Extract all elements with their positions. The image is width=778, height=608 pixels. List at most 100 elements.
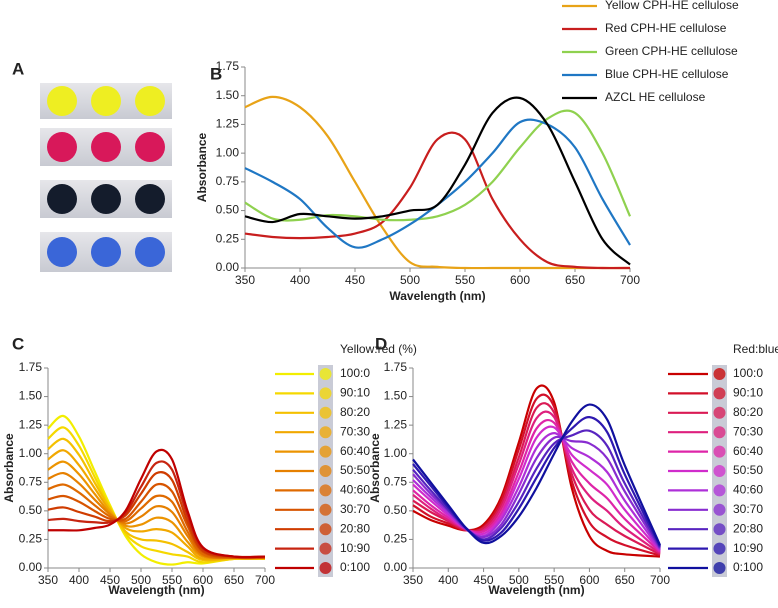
x-tick-label: 400 <box>69 573 89 587</box>
legend-label: 60:40 <box>733 444 763 458</box>
y-tick-label: 0.25 <box>384 532 408 546</box>
x-tick-label: 550 <box>544 573 564 587</box>
legend-well <box>319 503 332 516</box>
series-line <box>412 410 661 555</box>
x-tick-label: 500 <box>131 573 151 587</box>
legend-well <box>319 523 332 536</box>
y-tick-label: 1.50 <box>19 389 43 403</box>
x-tick-label: 700 <box>620 273 640 287</box>
y-tick-label: 1.75 <box>19 360 43 374</box>
legend-well <box>319 542 332 555</box>
series-line <box>244 95 630 270</box>
legend-well <box>713 465 726 477</box>
legend-label: 90:10 <box>340 386 370 400</box>
legend-label: 50:50 <box>340 463 370 477</box>
legend-label: 80:20 <box>733 405 763 419</box>
legend-well <box>713 484 726 497</box>
series-line <box>47 460 266 560</box>
x-tick-label: 600 <box>510 273 530 287</box>
legend-label: 40:60 <box>733 483 763 497</box>
y-tick-label: 0.00 <box>19 560 43 574</box>
y-tick-label: 0.50 <box>19 503 43 517</box>
legend-label: 10:90 <box>340 541 370 555</box>
y-tick-label: 0.25 <box>19 532 43 546</box>
y-tick-label: 0.75 <box>19 474 43 488</box>
legend-label: 50:50 <box>733 463 763 477</box>
x-tick-label: 550 <box>162 573 182 587</box>
series-line <box>412 403 662 546</box>
x-tick-label: 550 <box>455 273 475 287</box>
series-line <box>412 393 661 557</box>
series-line <box>47 426 266 564</box>
legend-well <box>319 445 332 458</box>
y-tick-label: 1.75 <box>384 360 408 374</box>
x-tick-label: 400 <box>438 573 458 587</box>
series-line <box>47 449 266 561</box>
legend-label: 0:100 <box>340 560 370 574</box>
legend-well <box>713 523 726 536</box>
x-tick-label: 700 <box>650 573 670 587</box>
x-tick-label: 600 <box>193 573 213 587</box>
y-tick-label: 1.00 <box>384 446 408 460</box>
legend-label: 30:70 <box>733 502 763 516</box>
series-line <box>47 472 266 559</box>
legend-title: Yellow:red (%) <box>340 342 417 356</box>
x-tick-label: 350 <box>403 573 423 587</box>
series-line <box>412 416 661 547</box>
legend-well <box>319 426 332 439</box>
y-tick-label: 0.75 <box>216 174 240 188</box>
y-tick-label: 0.00 <box>384 560 408 574</box>
series-line <box>47 471 266 559</box>
x-tick-label: 650 <box>565 273 585 287</box>
y-tick-label: 1.25 <box>19 417 43 431</box>
series-line <box>412 425 661 552</box>
y-tick-label: 0.75 <box>384 474 408 488</box>
legend-label: 100:0 <box>733 366 763 380</box>
legend-label: 60:40 <box>340 444 370 458</box>
y-axis-title: Absorbance <box>2 433 16 503</box>
legend-well <box>713 542 726 555</box>
series-line <box>412 429 661 548</box>
series-line <box>244 96 631 266</box>
legend-well <box>713 445 726 458</box>
y-axis-title: Absorbance <box>195 133 209 203</box>
well-photo <box>40 83 172 272</box>
y-tick-label: 1.00 <box>216 145 240 159</box>
x-tick-label: 500 <box>509 573 529 587</box>
x-tick-label: 500 <box>400 273 420 287</box>
y-tick-label: 0.50 <box>384 503 408 517</box>
y-tick-label: 0.25 <box>216 231 240 245</box>
x-tick-label: 650 <box>224 573 244 587</box>
x-tick-label: 600 <box>579 573 599 587</box>
legend-well <box>319 406 332 419</box>
y-tick-label: 1.75 <box>216 59 240 73</box>
series-line <box>412 435 661 550</box>
x-tick-label: 350 <box>38 573 58 587</box>
legend-label: 30:70 <box>340 502 370 516</box>
legend-title: Red:blue (%) <box>733 342 778 356</box>
legend-well <box>713 562 726 574</box>
panel-label: D <box>375 334 387 353</box>
x-axis-title: Wavelength (nm) <box>389 289 485 303</box>
legend-well <box>319 387 332 400</box>
legend-label: 10:90 <box>733 541 763 555</box>
x-tick-label: 650 <box>615 573 635 587</box>
series-line <box>412 384 661 558</box>
legend-label: 100:0 <box>340 366 370 380</box>
legend-well <box>319 562 332 574</box>
x-tick-label: 350 <box>235 273 255 287</box>
legend-well <box>713 503 726 516</box>
legend-label: 40:60 <box>340 483 370 497</box>
legend-label: Blue CPH-HE cellulose <box>605 67 729 81</box>
y-tick-label: 1.50 <box>384 389 408 403</box>
legend-label: 80:20 <box>340 405 370 419</box>
series-line <box>244 131 631 270</box>
series-line <box>47 414 266 566</box>
legend-well <box>319 484 332 497</box>
series-line <box>47 437 266 562</box>
legend-well <box>713 387 726 400</box>
x-axis-title: Wavelength (nm) <box>488 583 584 597</box>
x-tick-label: 450 <box>345 273 365 287</box>
series-line <box>412 432 661 551</box>
series-line <box>244 109 632 222</box>
